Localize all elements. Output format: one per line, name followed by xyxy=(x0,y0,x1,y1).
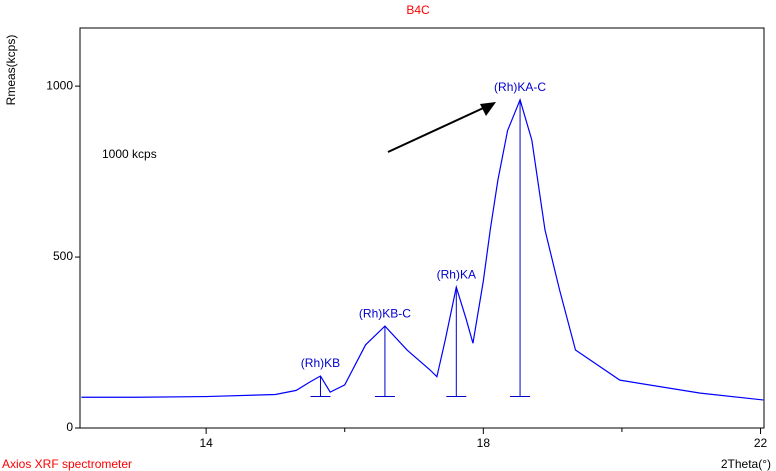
x-axis-label: 2Theta(°) xyxy=(721,457,771,471)
y-tick-label: 1000 xyxy=(46,78,73,92)
annotation: 1000 kcps xyxy=(102,147,157,161)
y-tick-label: 0 xyxy=(66,420,73,434)
peak-label: (Rh)KB-C xyxy=(359,306,411,320)
peak-label: (Rh)KA xyxy=(437,267,476,281)
x-tick-label: 22 xyxy=(754,436,768,450)
x-tick-label: 18 xyxy=(477,436,491,450)
plot-frame xyxy=(79,27,765,429)
footer: Axios XRF spectrometer xyxy=(2,457,132,471)
spectrum-line xyxy=(81,97,764,401)
peak-label: (Rh)KB xyxy=(301,356,340,370)
annotation-arrowhead xyxy=(480,102,496,116)
chart-title: B4C xyxy=(406,3,430,17)
x-tick-label: 14 xyxy=(199,436,213,450)
y-axis-label: Rmeas(kcps) xyxy=(4,35,18,106)
peak-label: (Rh)KA-C xyxy=(494,80,546,94)
annotation-arrow xyxy=(387,103,493,153)
y-tick-label: 500 xyxy=(53,249,73,263)
